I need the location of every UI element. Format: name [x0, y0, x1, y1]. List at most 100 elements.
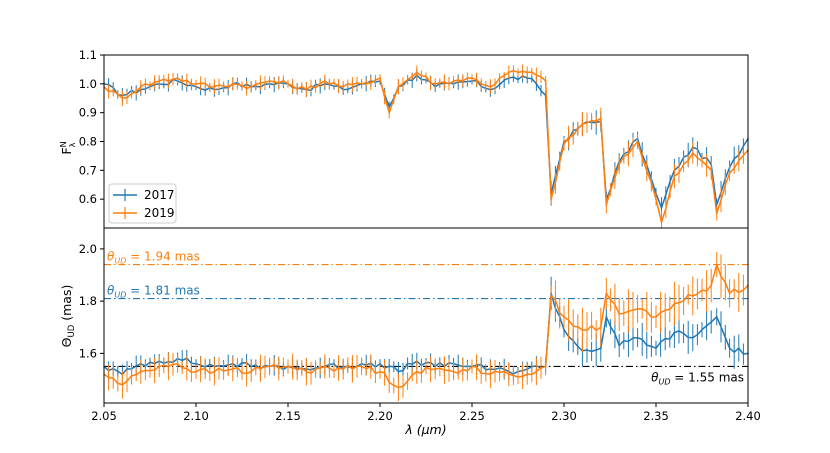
bottom-point-2019-3 [158, 365, 160, 368]
top-point-2019-1 [121, 97, 124, 100]
top-point-2019-11 [305, 88, 308, 91]
bottom-point-2019-8 [250, 370, 252, 373]
top-point-2019-17 [397, 85, 400, 88]
bottom-point-2019-16 [397, 386, 400, 389]
bottom-point-2019-31 [636, 308, 639, 310]
bottom-point-2019-35 [710, 284, 712, 287]
bottom-point-2017-37 [728, 347, 731, 349]
bottom-point-2019-27 [581, 329, 584, 331]
bottom-point-2017-28 [600, 347, 602, 349]
bottom-point-2019-24 [544, 365, 547, 368]
bottom-point-2017-16 [397, 370, 400, 373]
bottom-point-2017-33 [673, 331, 676, 334]
top-plot-area [104, 55, 748, 228]
bottom-y-axis-label: ΘUD (mas) [59, 285, 77, 348]
top-point-2019-4 [176, 77, 179, 79]
top-line-2019 [103, 69, 749, 223]
top-y-axis-label: FNλ [59, 141, 77, 154]
bottom-point-2017-36 [715, 316, 718, 318]
top-point-2019-19 [434, 83, 437, 85]
bottom-point-2019-9 [268, 365, 271, 368]
bottom-point-2019-19 [452, 370, 455, 373]
bottom-series-layer [103, 251, 749, 402]
bottom-point-2017-31 [636, 336, 639, 339]
bottom-point-2017-29 [605, 316, 608, 318]
top-point-2019-3 [158, 80, 160, 82]
top-point-2019-33 [636, 140, 639, 143]
top-point-2019-24 [526, 71, 528, 74]
bottom-point-2019-29 [605, 292, 608, 295]
top-point-2019-22 [489, 85, 492, 88]
top-point-2019-29 [581, 123, 584, 125]
top-point-2019-40 [728, 172, 731, 175]
top-point-2019-30 [600, 117, 602, 120]
top-point-2019-8 [250, 85, 252, 88]
top-point-2019-38 [710, 169, 712, 172]
bottom-point-2019-21 [489, 373, 492, 376]
bottom-point-2019-13 [342, 368, 345, 370]
bottom-point-2019-25 [550, 295, 552, 297]
top-point-2019-39 [715, 212, 718, 215]
top-series-layer [103, 64, 749, 228]
bottom-line-2019 [103, 263, 749, 389]
top-ytick-label-3: 0.9 [79, 106, 97, 120]
bottom-y-ticks: 1.6 1.8 2.0 [79, 242, 104, 360]
bottom-panel: θUD = 1.94 mas θUD = 1.81 mas θUD = 1.55 m… [59, 227, 761, 437]
top-point-2019-36 [673, 175, 676, 177]
top-point-2019-27 [550, 198, 552, 200]
bottom-ytick-label-1: 1.8 [79, 294, 97, 308]
top-point-2019-37 [692, 152, 694, 154]
bottom-point-2019-18 [434, 368, 437, 370]
bottom-series-2019 [103, 251, 749, 402]
top-point-2017-35 [660, 207, 663, 209]
bottom-point-2019-30 [618, 313, 620, 315]
bottom-point-2019-14 [360, 365, 363, 368]
bottom-point-2017-26 [563, 329, 565, 331]
bottom-point-2019-10 [287, 365, 289, 368]
top-series-2019 [103, 64, 749, 228]
bottom-ytick-label-2: 2.0 [79, 242, 97, 256]
top-point-2019-31 [605, 204, 608, 206]
top-point-2019-14 [360, 83, 363, 85]
bottom-point-2019-6 [213, 370, 216, 373]
bottom-xtick-label-7: 2.40 [735, 409, 761, 423]
legend-entry-2017: 2017 [113, 188, 175, 202]
top-point-2019-35 [660, 221, 663, 224]
bottom-point-2019-11 [305, 370, 308, 373]
top-point-2019-10 [287, 83, 289, 85]
bottom-point-2019-34 [692, 295, 694, 297]
bottom-point-2019-32 [655, 316, 657, 318]
top-point-2019-12 [324, 80, 326, 82]
top-point-2019-9 [268, 80, 271, 82]
bottom-point-2019-22 [508, 373, 510, 376]
bottom-point-2019-33 [673, 302, 676, 305]
legend-label-2017: 2017 [144, 188, 175, 202]
bottom-xtick-label-0: 2.05 [91, 409, 117, 423]
legend-entry-2019: 2019 [113, 206, 175, 220]
bottom-point-2017-30 [618, 344, 620, 347]
x-axis-label: λ (μm) [404, 422, 446, 437]
top-ytick-label-5: 1.1 [79, 48, 97, 62]
bottom-point-2019-1 [121, 383, 124, 386]
bottom-x-ticks: 2.05 2.10 2.15 2.20 2.25 2.30 2.35 2.40 [91, 403, 761, 423]
top-point-2019-2 [140, 85, 142, 88]
bottom-ytick-label-0: 1.6 [79, 346, 97, 360]
top-ytick-label-2: 0.8 [79, 135, 97, 149]
bottom-point-2019-15 [379, 370, 381, 373]
top-point-2019-7 [232, 83, 234, 85]
bottom-xtick-label-4: 2.25 [459, 409, 485, 423]
top-point-2019-23 [508, 71, 510, 74]
bottom-point-2019-12 [324, 365, 326, 368]
top-point-2019-25 [535, 74, 538, 76]
top-point-2019-5 [195, 83, 197, 85]
top-point-2019-15 [379, 77, 381, 79]
top-ytick-label-0: 0.6 [79, 192, 97, 206]
bottom-xtick-label-3: 2.20 [367, 409, 393, 423]
top-point-2019-16 [388, 111, 391, 114]
top-point-2019-32 [618, 163, 620, 166]
bottom-xtick-label-1: 2.10 [183, 409, 209, 423]
bottom-point-2019-28 [600, 326, 602, 329]
bottom-axes-frame [103, 227, 749, 404]
bottom-point-2017-5 [195, 363, 197, 365]
